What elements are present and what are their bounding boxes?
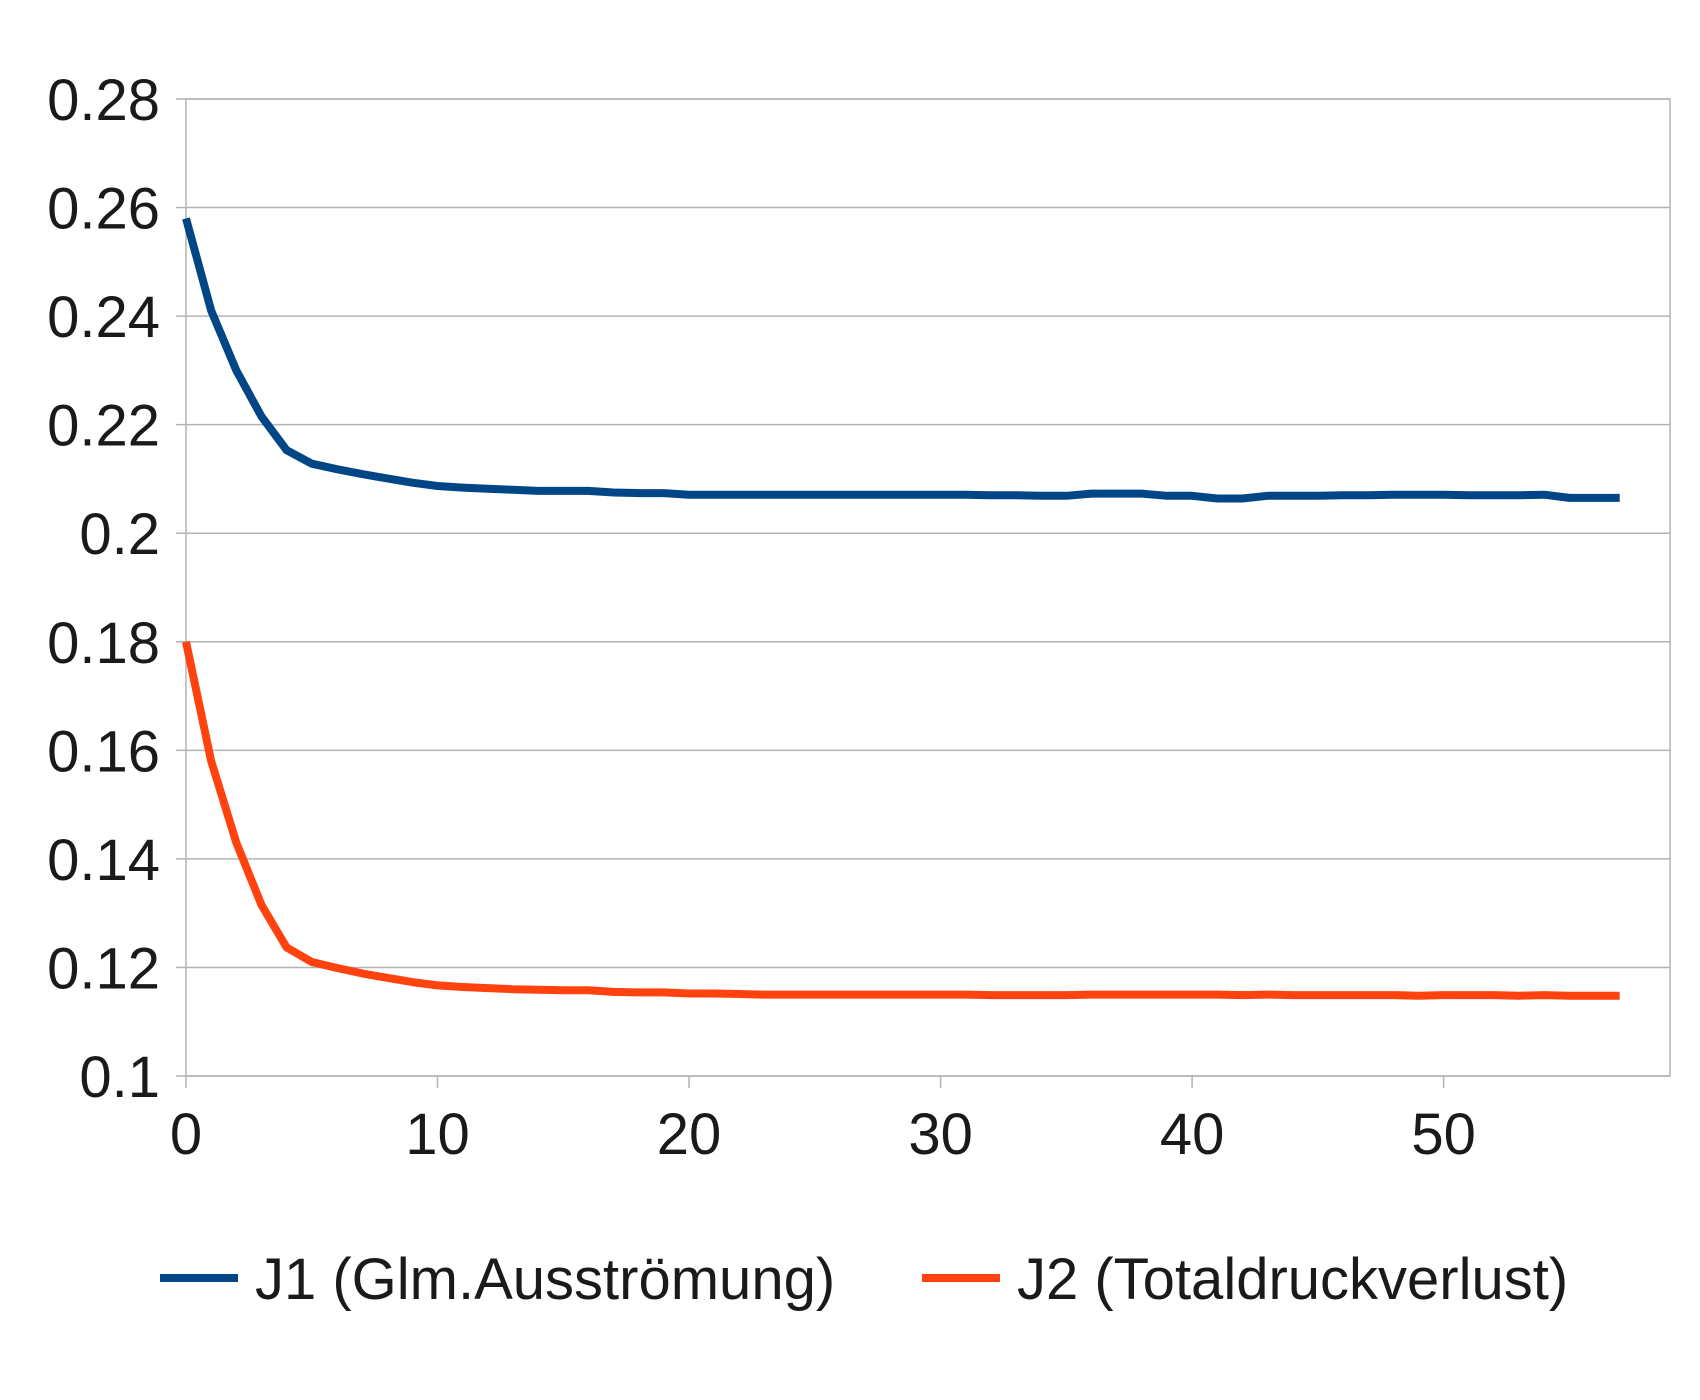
legend: J1 (Glm.Ausströmung) J2 (Totaldruckverlus… — [160, 1247, 1568, 1312]
legend-label-j1: J1 (Glm.Ausströmung) — [255, 1247, 835, 1312]
x-tick-label: 40 — [1160, 1102, 1225, 1167]
y-axis: 0.28 0.26 0.24 0.22 0.2 0.18 0.16 0.14 0.12 0.1 — [47, 68, 160, 1110]
x-tick-label: 30 — [908, 1102, 973, 1167]
y-tick-label: 0.1 — [79, 1045, 160, 1110]
x-tick-label: 20 — [657, 1102, 722, 1167]
x-tick-label: 50 — [1411, 1102, 1476, 1167]
x-tick-label: 10 — [405, 1102, 470, 1167]
x-tick-label: 0 — [170, 1102, 202, 1167]
y-tick-label: 0.18 — [47, 611, 160, 676]
legend-label-j2: J2 (Totaldruckverlust) — [1017, 1247, 1568, 1312]
series-layer — [182, 217, 1620, 1000]
y-tick-label: 0.26 — [47, 177, 160, 242]
series-line-j1 — [182, 217, 1620, 503]
y-tick-label: 0.24 — [47, 285, 160, 350]
y-tick-label: 0.2 — [79, 502, 160, 567]
y-tick-label: 0.12 — [47, 936, 160, 1001]
series-line-j2 — [182, 640, 1620, 1000]
x-axis: 0 10 20 30 40 50 — [170, 1102, 1476, 1167]
y-tick-label: 0.14 — [47, 828, 160, 893]
plot-area — [185, 98, 1671, 1077]
y-tick-label: 0.16 — [47, 719, 160, 784]
y-tick-label: 0.28 — [47, 68, 160, 133]
y-tick-label: 0.22 — [47, 394, 160, 459]
